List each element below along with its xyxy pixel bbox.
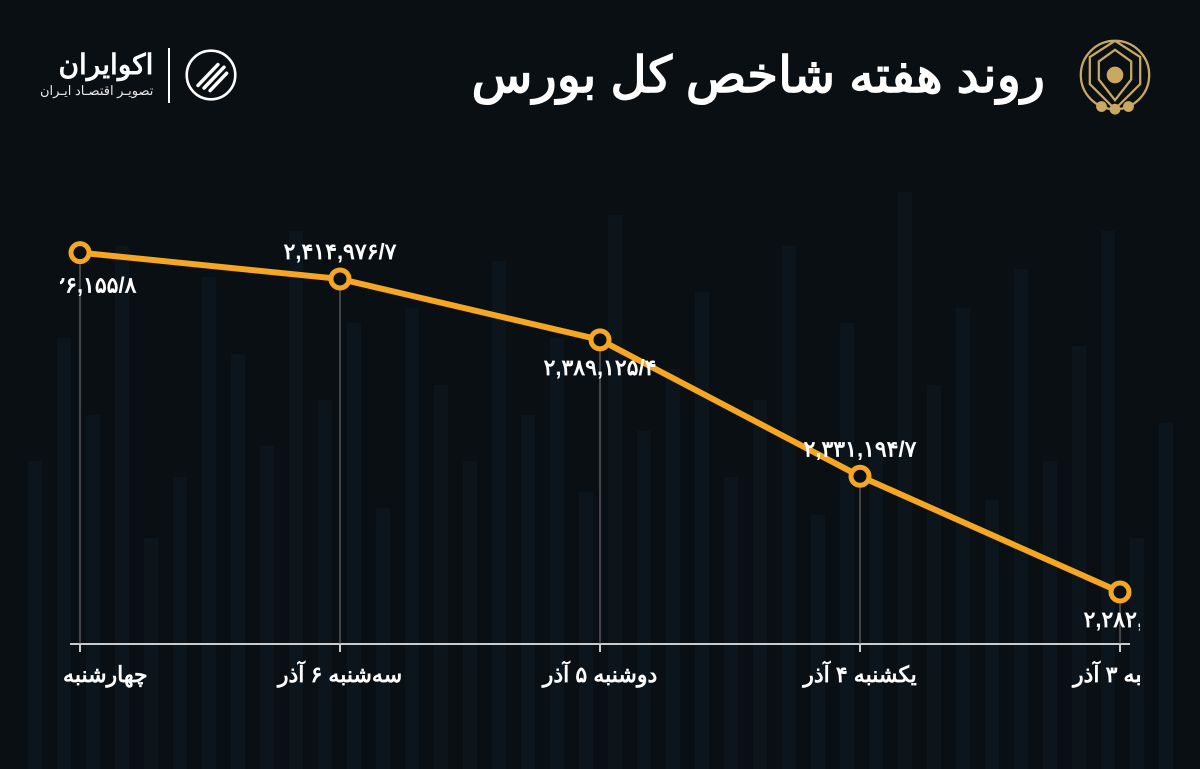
brand-text: اکوایران تصویـر اقتصـاد ایـران <box>40 51 153 99</box>
header: روند هفته شاخص کل بورس اکوایران تصویـر ا… <box>40 30 1160 120</box>
emblem-icon <box>1070 30 1160 120</box>
brand-subtitle: تصویـر اقتصـاد ایـران <box>40 83 153 99</box>
svg-text:۲,۲۸۲,۰۵۸/۸: ۲,۲۸۲,۰۵۸/۸ <box>1084 607 1140 632</box>
chart-area: ۲,۲۸۲,۰۵۸/۸ ۲,۳۳۱,۱۹۴/۷ ۲,۳۸۹,۱۲۵/۴ ۲,۴۱۴,۹… <box>60 200 1140 709</box>
svg-text:دوشنبه ۵ آذر: دوشنبه ۵ آذر <box>541 660 658 688</box>
line-chart: ۲,۲۸۲,۰۵۸/۸ ۲,۳۳۱,۱۹۴/۷ ۲,۳۸۹,۱۲۵/۴ ۲,۴۱۴,۹… <box>60 200 1140 709</box>
svg-text:سه‌شنبه ۶ آذر: سه‌شنبه ۶ آذر <box>276 660 402 688</box>
brand: اکوایران تصویـر اقتصـاد ایـران <box>40 48 237 103</box>
svg-text:۲,۳۸۹,۱۲۵/۴: ۲,۳۸۹,۱۲۵/۴ <box>544 355 657 380</box>
brand-divider <box>168 48 170 103</box>
page-title: روند هفته شاخص کل بورس <box>472 46 1045 104</box>
title-group: روند هفته شاخص کل بورس <box>472 30 1160 120</box>
brand-logo-icon <box>185 49 237 101</box>
svg-text:۲,۴۱۴,۹۷۶/۷: ۲,۴۱۴,۹۷۶/۷ <box>284 239 397 264</box>
svg-text:یکشنبه ۴ آذر: یکشنبه ۴ آذر <box>801 660 917 688</box>
svg-text:شنبه ۳ آذر: شنبه ۳ آذر <box>1071 660 1140 688</box>
svg-text:۲,۴۲۶,۱۵۵/۸: ۲,۴۲۶,۱۵۵/۸ <box>60 273 137 298</box>
brand-name: اکوایران <box>40 51 153 79</box>
svg-text:چهارشنبه ۷ آذر: چهارشنبه ۷ آذر <box>60 660 148 688</box>
svg-text:۲,۳۳۱,۱۹۴/۷: ۲,۳۳۱,۱۹۴/۷ <box>804 436 917 461</box>
